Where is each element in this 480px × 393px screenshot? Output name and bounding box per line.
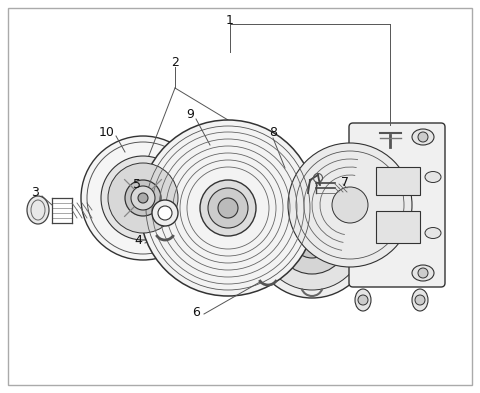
Circle shape	[252, 178, 372, 298]
Circle shape	[358, 295, 368, 305]
Circle shape	[131, 186, 155, 210]
Circle shape	[152, 200, 178, 226]
Circle shape	[260, 186, 364, 290]
Ellipse shape	[412, 289, 428, 311]
Circle shape	[418, 268, 428, 278]
Circle shape	[140, 120, 316, 296]
Ellipse shape	[425, 228, 441, 239]
Circle shape	[276, 202, 348, 274]
Text: 3: 3	[31, 187, 39, 200]
FancyBboxPatch shape	[349, 123, 445, 287]
Ellipse shape	[412, 265, 434, 281]
Circle shape	[218, 198, 238, 218]
Text: 5: 5	[133, 178, 141, 191]
Ellipse shape	[425, 171, 441, 182]
Circle shape	[138, 193, 148, 203]
Text: 2: 2	[171, 55, 179, 68]
Text: 10: 10	[99, 125, 115, 138]
Ellipse shape	[355, 289, 371, 311]
Circle shape	[418, 132, 428, 142]
Text: 7: 7	[341, 176, 349, 189]
Text: 1: 1	[226, 13, 234, 26]
Circle shape	[288, 143, 412, 267]
Circle shape	[292, 218, 332, 258]
Circle shape	[81, 136, 205, 260]
Circle shape	[125, 180, 161, 216]
Circle shape	[158, 206, 172, 220]
Bar	[376, 167, 420, 195]
Text: 8: 8	[269, 127, 277, 140]
Circle shape	[101, 156, 185, 240]
Text: 6: 6	[192, 305, 200, 318]
Ellipse shape	[27, 196, 49, 224]
Circle shape	[108, 163, 178, 233]
Circle shape	[415, 295, 425, 305]
Circle shape	[200, 180, 256, 236]
Circle shape	[332, 187, 368, 223]
Text: 9: 9	[186, 108, 194, 121]
Circle shape	[208, 188, 248, 228]
Text: 4: 4	[134, 233, 142, 246]
Bar	[376, 211, 420, 243]
Ellipse shape	[412, 129, 434, 145]
